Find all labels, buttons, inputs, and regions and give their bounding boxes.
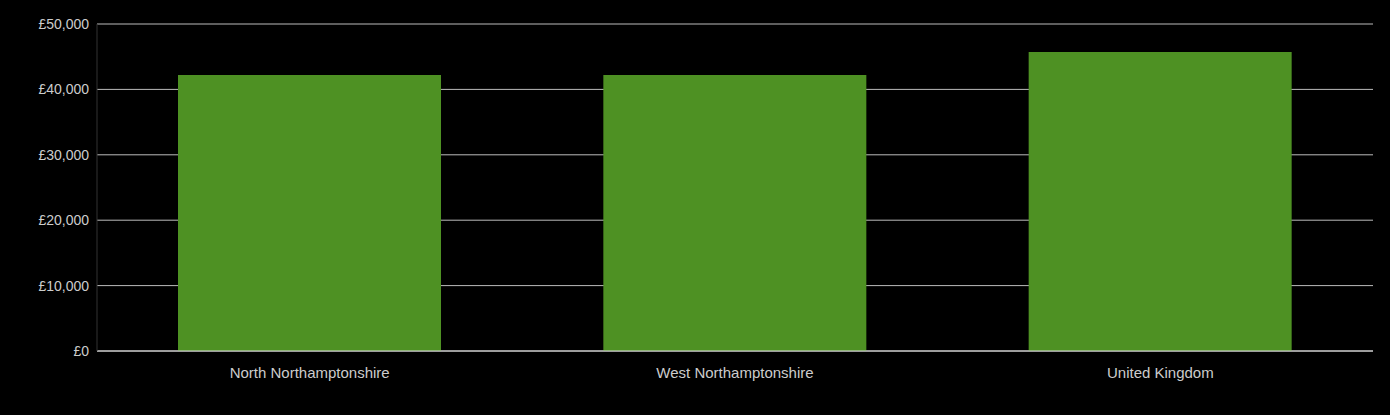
svg-text:United Kingdom: United Kingdom: [1107, 364, 1214, 381]
svg-text:£30,000: £30,000: [38, 147, 89, 163]
svg-text:£0: £0: [73, 343, 89, 359]
svg-text:£10,000: £10,000: [38, 278, 89, 294]
svg-text:North Northamptonshire: North Northamptonshire: [230, 364, 390, 381]
svg-text:£20,000: £20,000: [38, 212, 89, 228]
svg-text:West Northamptonshire: West Northamptonshire: [656, 364, 813, 381]
svg-text:£50,000: £50,000: [38, 16, 89, 32]
svg-text:£40,000: £40,000: [38, 81, 89, 97]
